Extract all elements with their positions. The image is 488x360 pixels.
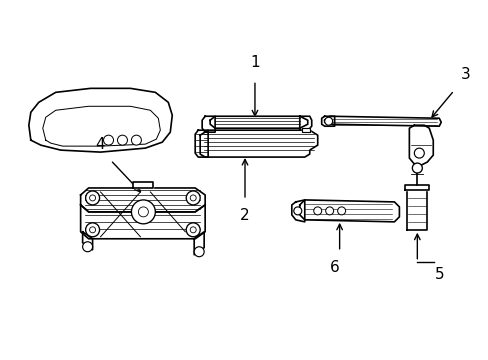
Polygon shape [321,116,334,126]
Polygon shape [301,128,309,132]
Polygon shape [42,106,160,146]
Circle shape [131,200,155,224]
Circle shape [103,135,113,145]
Circle shape [293,207,301,215]
Circle shape [85,191,100,205]
Circle shape [194,247,203,257]
Text: 4: 4 [95,137,104,152]
Circle shape [324,117,332,125]
Text: 3: 3 [460,67,470,82]
Polygon shape [194,232,203,255]
Polygon shape [29,88,172,152]
Polygon shape [133,182,153,188]
Circle shape [186,191,200,205]
Polygon shape [202,116,215,132]
Polygon shape [324,116,440,126]
Circle shape [186,223,200,237]
Circle shape [82,242,92,252]
Polygon shape [81,205,205,239]
Text: 2: 2 [240,208,249,223]
Circle shape [117,135,127,145]
Text: 6: 6 [329,260,339,275]
Polygon shape [405,185,428,190]
Polygon shape [81,188,205,212]
Circle shape [85,223,100,237]
Circle shape [89,195,95,201]
Circle shape [413,148,424,158]
Circle shape [190,227,196,233]
Circle shape [337,207,345,215]
Polygon shape [408,125,432,165]
Polygon shape [195,130,208,157]
Polygon shape [200,130,317,157]
Circle shape [89,227,95,233]
Polygon shape [210,116,307,128]
Circle shape [190,195,196,201]
Circle shape [325,207,333,215]
Circle shape [313,207,321,215]
Polygon shape [82,232,92,250]
Text: 1: 1 [250,55,259,71]
Polygon shape [299,116,311,130]
Polygon shape [299,200,399,222]
Polygon shape [291,200,304,222]
Circle shape [138,207,148,217]
Text: 5: 5 [434,267,444,282]
Circle shape [411,163,422,173]
Circle shape [131,135,141,145]
Polygon shape [407,190,427,230]
